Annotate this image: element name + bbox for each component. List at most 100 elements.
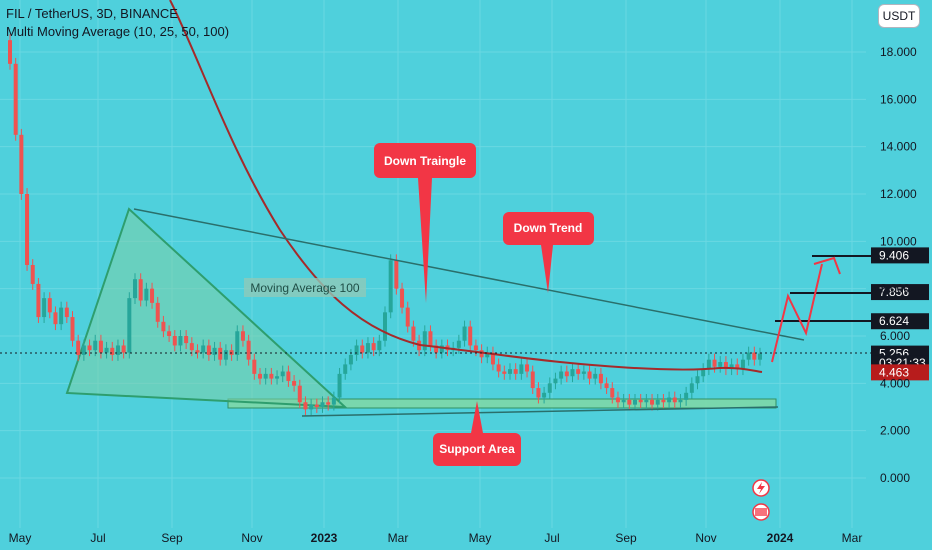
candle-body (468, 326, 473, 346)
ma-label: Moving Average 100 (244, 278, 366, 297)
callout-down-trend-text: Down Trend (514, 221, 583, 235)
candle-body (519, 364, 524, 374)
candle-body (422, 331, 427, 351)
candle-body (718, 362, 723, 367)
candle-body (377, 340, 382, 351)
candle-body (303, 402, 308, 410)
y-axis[interactable]: 0.000 2.000 4.000 6.000 8.000 10.000 12.000 14.… (880, 45, 917, 485)
candle-body (331, 397, 336, 405)
y-tick-label: 2.000 (880, 424, 910, 438)
candle-body (712, 359, 717, 367)
y-tick-label: 18.000 (880, 45, 917, 59)
candle-body (604, 383, 609, 389)
candle-body (59, 307, 64, 325)
candle-body (246, 340, 251, 360)
candle-body (212, 347, 217, 355)
y-tick-label: 14.000 (880, 140, 917, 154)
x-tick-label: Jul (544, 531, 559, 545)
candle-body (320, 402, 325, 407)
candle-body (672, 397, 677, 403)
candle-body (462, 326, 467, 341)
candle-body (411, 326, 416, 341)
candle-body (661, 399, 666, 403)
candle-body (621, 399, 626, 403)
candle-body (615, 397, 620, 403)
candle-body (280, 371, 285, 377)
projection (771, 256, 841, 363)
y-tick-label: 12.000 (880, 187, 917, 201)
candle-body (502, 371, 507, 374)
candle-body (93, 340, 98, 351)
x-tick-label: 2023 (311, 531, 338, 545)
candle-body (559, 371, 564, 379)
candle-body (723, 362, 728, 370)
candle-body (525, 364, 530, 372)
candle-body (297, 385, 302, 403)
candle-body (30, 265, 35, 284)
y-tick-label: 6.000 (880, 329, 910, 343)
price-label: 4.463 (879, 365, 909, 379)
candle-body (496, 364, 501, 372)
y-tick-label: 10.000 (880, 234, 917, 248)
candle-body (184, 336, 189, 344)
price-label: 7.856 (879, 285, 909, 299)
us-flag-stripes (755, 508, 767, 516)
candle-body (235, 331, 240, 355)
candle-body (598, 373, 603, 384)
candle-body (513, 369, 518, 374)
x-tick-label: May (9, 531, 32, 545)
currency-button[interactable]: USDT (878, 4, 920, 28)
candle-body (178, 336, 183, 346)
candle-body (388, 260, 393, 313)
indicator-label[interactable]: Multi Moving Average (10, 25, 50, 100) (6, 24, 230, 39)
x-axis[interactable]: May Jul Sep Nov 2023 Mar May Jul Sep Nov 2024 Mar (9, 531, 863, 545)
x-tick-label: Sep (161, 531, 183, 545)
candle-body (729, 364, 734, 370)
candle-body (400, 288, 405, 308)
candle-body (348, 354, 353, 365)
candle-body (542, 392, 547, 398)
candle-body (36, 283, 41, 318)
candle-body (530, 371, 535, 389)
candle-body (19, 134, 24, 194)
candle-body (593, 373, 598, 379)
candle-body (104, 347, 109, 353)
candle-body (650, 399, 655, 405)
candle-body (76, 340, 81, 355)
ma-label-text: Moving Average 100 (250, 281, 360, 295)
candle-body (485, 352, 490, 358)
candle-body (746, 352, 751, 360)
down-triangle (65, 207, 348, 409)
candle-body (87, 345, 92, 351)
price-label-bg (871, 284, 929, 301)
candle-body (8, 40, 12, 64)
candle-body (701, 369, 706, 377)
candle-body (252, 359, 257, 374)
candle-body (655, 399, 660, 405)
candle-body (456, 340, 461, 348)
x-tick-label: Jul (90, 531, 105, 545)
candle-body (269, 373, 274, 379)
candle-body (25, 194, 30, 265)
price-label: 9.406 (879, 248, 909, 262)
x-tick-label: Mar (842, 531, 863, 545)
candle-body (110, 347, 115, 355)
trendlines (133, 208, 805, 417)
x-tick-label: Nov (241, 531, 262, 545)
candle-body (121, 345, 126, 353)
price-label: 6.624 (879, 314, 909, 328)
y-tick-label: 0.000 (880, 471, 910, 485)
candle-body (189, 343, 194, 351)
candle-body (195, 350, 200, 353)
candle-body (638, 399, 643, 403)
x-tick-label: 2024 (767, 531, 794, 545)
candle-body (740, 359, 745, 370)
y-tick-label: 8.000 (880, 282, 910, 296)
callouts: Down Traingle Down Trend Support Area Mo… (244, 143, 594, 466)
x-tick-label: Mar (388, 531, 409, 545)
candle-body (258, 373, 262, 379)
candle-body (735, 364, 740, 370)
y-tick-label: 4.000 (880, 376, 910, 390)
